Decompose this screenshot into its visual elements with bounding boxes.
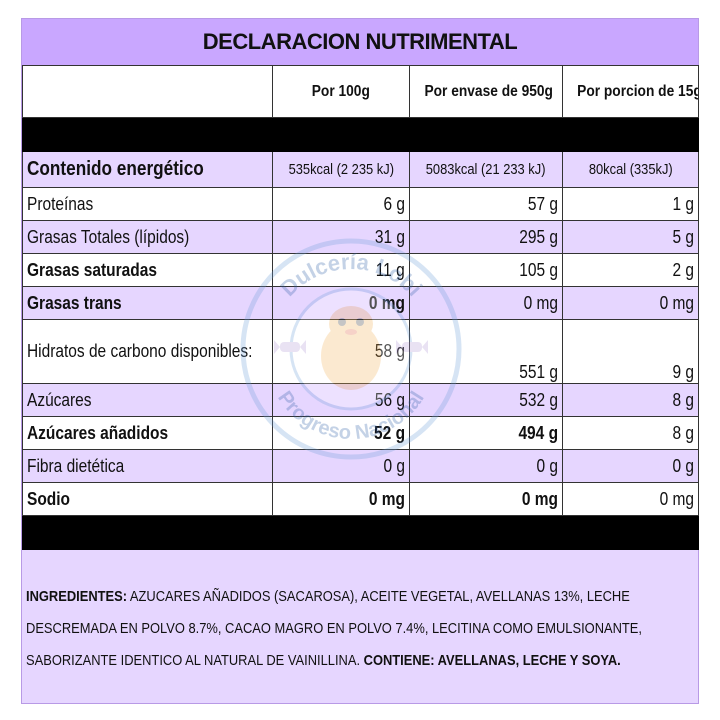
column-header-envase: Por envase de 950g: [409, 65, 563, 118]
nutrient-label: Grasas trans: [22, 286, 273, 320]
column-header-100g: Por 100g: [272, 65, 410, 118]
column-header-porcion: Por porcion de 15g: [562, 65, 699, 118]
black-band-top: [22, 117, 699, 152]
nutrient-label: Grasas Totales (lípidos): [22, 220, 273, 254]
allergen-statement: CONTIENE: AVELLANAS, LECHE Y SOYA.: [363, 652, 621, 669]
nutrient-row: Azúcares 56 g 532 g 8 g: [22, 383, 699, 417]
nutrient-row: Proteínas 6 g 57 g 1 g: [22, 187, 699, 221]
value-envase: 0 mg: [409, 286, 563, 320]
energy-value-envase: 5083kcal (21 233 kJ): [409, 151, 563, 188]
nutrient-label: Grasas saturadas: [22, 253, 273, 287]
black-band-bottom: [22, 515, 699, 550]
nutrient-label: Proteínas: [22, 187, 273, 221]
value-porcion: 0 mg: [562, 482, 699, 516]
value-porcion: 2 g: [562, 253, 699, 287]
nutrient-row: Grasas trans 0 mg 0 mg 0 mg: [22, 286, 699, 320]
value-envase: 532 g: [409, 383, 563, 417]
label-title: DECLARACION NUTRIMENTAL: [22, 19, 698, 66]
energy-row: Contenido energético 535kcal (2 235 kJ) …: [22, 151, 699, 188]
nutrient-label: Sodio: [22, 482, 273, 516]
value-porcion: 9 g: [562, 319, 699, 384]
ingredients-text: AZUCARES AÑADIDOS (SACAROSA), ACEITE VEG…: [26, 588, 643, 669]
value-100g: 0 mg: [272, 286, 410, 320]
value-envase: 0 g: [409, 449, 563, 483]
nutrient-row: Azúcares añadidos 52 g 494 g 8 g: [22, 416, 699, 450]
energy-label: Contenido energético: [22, 151, 273, 188]
nutrient-label: Fibra dietética: [22, 449, 273, 483]
nutrition-table: Por 100g Por envase de 950g Por porcion …: [22, 65, 699, 550]
value-envase: 295 g: [409, 220, 563, 254]
header-blank-cell: [22, 65, 273, 118]
header-row: Por 100g Por envase de 950g Por porcion …: [22, 65, 699, 118]
value-100g: 0 mg: [272, 482, 410, 516]
nutrient-row: Grasas Totales (lípidos) 31 g 295 g 5 g: [22, 220, 699, 254]
value-envase: 494 g: [409, 416, 563, 450]
value-100g: 56 g: [272, 383, 410, 417]
energy-value-100g: 535kcal (2 235 kJ): [272, 151, 410, 188]
value-100g: 6 g: [272, 187, 410, 221]
value-100g: 31 g: [272, 220, 410, 254]
value-porcion: 8 g: [562, 416, 699, 450]
nutrient-label: Azúcares: [22, 383, 273, 417]
value-porcion: 0 mg: [562, 286, 699, 320]
value-100g: 0 g: [272, 449, 410, 483]
value-envase: 0 mg: [409, 482, 563, 516]
nutrient-row: Grasas saturadas 11 g 105 g 2 g: [22, 253, 699, 287]
value-envase: 57 g: [409, 187, 563, 221]
nutrient-row: Fibra dietética 0 g 0 g 0 g: [22, 449, 699, 483]
value-100g: 11 g: [272, 253, 410, 287]
nutrient-label: Hidratos de carbono disponibles:: [22, 319, 273, 384]
ingredients-heading: INGREDIENTES:: [26, 588, 128, 605]
value-porcion: 0 g: [562, 449, 699, 483]
value-100g: 58 g: [272, 319, 410, 384]
value-porcion: 1 g: [562, 187, 699, 221]
energy-value-porcion: 80kcal (335kJ): [562, 151, 699, 188]
ingredients-section: INGREDIENTES: AZUCARES AÑADIDOS (SACAROS…: [22, 571, 698, 703]
nutrition-label: DECLARACION NUTRIMENTAL Por 100g Por env…: [21, 18, 699, 704]
value-porcion: 8 g: [562, 383, 699, 417]
nutrient-row: Sodio 0 mg 0 mg 0 mg: [22, 482, 699, 516]
value-porcion: 5 g: [562, 220, 699, 254]
value-envase: 105 g: [409, 253, 563, 287]
value-100g: 52 g: [272, 416, 410, 450]
value-envase: 551 g: [409, 319, 563, 384]
nutrient-row: Hidratos de carbono disponibles: 58 g 55…: [22, 319, 699, 384]
nutrient-label: Azúcares añadidos: [22, 416, 273, 450]
